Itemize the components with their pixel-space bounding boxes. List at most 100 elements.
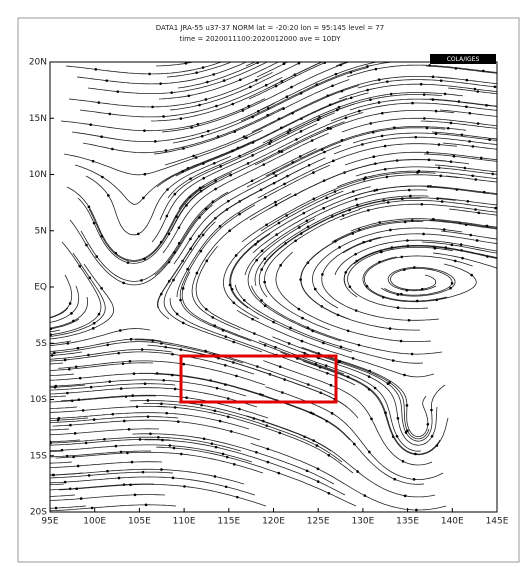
stream-arrow: [73, 432, 77, 435]
stream-arrow: [479, 156, 483, 160]
stream-arrow: [330, 412, 334, 415]
stream-arrow: [235, 374, 238, 378]
stream-arrow: [69, 423, 72, 427]
stream-arrow: [117, 476, 121, 480]
stream-arrow: [236, 495, 239, 499]
lat-label: 20S: [30, 508, 47, 518]
streamline: [50, 362, 64, 365]
stream-arrow: [241, 109, 245, 112]
stream-arrow: [354, 309, 358, 312]
streamline: [251, 76, 451, 133]
stream-arrow: [231, 102, 235, 106]
stream-arrow: [405, 288, 409, 292]
stream-arrow: [326, 126, 330, 130]
stream-arrow: [363, 494, 367, 497]
stream-arrow: [215, 104, 218, 108]
streamline: [251, 285, 443, 355]
streamline: [50, 395, 157, 403]
stream-arrow: [50, 327, 53, 331]
streamline: [263, 197, 456, 265]
stream-arrow: [410, 219, 414, 222]
stream-arrow: [316, 480, 320, 483]
stream-arrow: [367, 208, 370, 212]
stream-arrow: [91, 159, 95, 163]
streamline: [384, 268, 453, 296]
streamline: [421, 241, 497, 254]
streamline: [312, 227, 463, 309]
stream-arrow: [173, 251, 176, 254]
stream-arrow: [353, 442, 356, 446]
stream-arrow: [76, 464, 80, 468]
stream-arrow: [364, 176, 367, 179]
stream-arrow: [160, 468, 163, 471]
stream-arrow: [226, 397, 230, 400]
streamline: [50, 338, 162, 352]
stream-arrow: [142, 196, 145, 200]
stream-arrow: [395, 434, 399, 438]
stream-arrow: [388, 381, 391, 384]
streamline: [50, 504, 177, 512]
streamline: [254, 110, 455, 166]
stream-arrow: [436, 197, 439, 200]
stream-arrow: [280, 126, 283, 130]
stream-arrow: [179, 298, 182, 302]
stream-arrow: [140, 348, 144, 351]
stream-arrow: [474, 208, 477, 211]
stream-arrow: [326, 372, 329, 375]
stream-arrow: [449, 286, 452, 290]
stream-arrow: [122, 281, 125, 285]
streamline: [242, 388, 425, 485]
stream-arrow: [449, 121, 453, 125]
stream-arrow: [461, 256, 464, 260]
stream-arrow: [90, 506, 94, 510]
stream-arrow: [297, 307, 301, 311]
stream-arrow: [423, 117, 426, 120]
stream-arrow: [159, 82, 162, 85]
stream-arrow: [131, 394, 135, 397]
stream-arrow: [468, 111, 472, 115]
stream-arrow: [89, 123, 93, 126]
stream-arrow: [213, 475, 217, 478]
stream-arrow: [278, 365, 282, 368]
stream-arrow: [275, 233, 278, 236]
stream-arrow: [182, 362, 186, 366]
streamline: [50, 341, 244, 364]
stream-arrow: [149, 432, 152, 436]
streamline: [65, 62, 223, 75]
stream-arrow: [266, 447, 270, 451]
stream-arrow: [437, 166, 441, 170]
streamline: [161, 62, 351, 133]
stream-arrow: [400, 255, 404, 259]
stream-arrow: [315, 444, 319, 447]
stream-arrow: [214, 445, 218, 449]
stream-arrow: [202, 176, 206, 180]
stream-arrow: [54, 384, 58, 388]
stream-arrow: [100, 135, 103, 139]
stream-arrow: [223, 363, 227, 367]
streamline: [50, 483, 154, 491]
stream-arrow: [72, 455, 75, 459]
streamline: [50, 285, 80, 323]
stream-arrow: [159, 292, 163, 296]
stream-arrow: [312, 439, 315, 442]
streamline: [380, 266, 456, 297]
stream-arrow: [177, 226, 181, 229]
stream-arrow: [430, 435, 434, 438]
stream-arrow: [446, 126, 450, 130]
stream-arrow: [274, 345, 277, 349]
streamline: [244, 189, 428, 276]
stream-arrow: [327, 453, 331, 457]
streamlines: [50, 62, 497, 512]
streamline: [155, 62, 195, 67]
lon-label: 130E: [351, 517, 374, 527]
stream-arrow: [265, 223, 268, 227]
stream-arrow: [466, 199, 470, 203]
stream-arrow: [391, 359, 395, 362]
stream-arrow: [477, 211, 481, 215]
stream-arrow: [323, 150, 326, 154]
stream-arrow: [339, 345, 343, 349]
stream-arrow: [425, 126, 429, 130]
stream-arrow: [450, 282, 454, 285]
streamline: [264, 209, 361, 331]
stream-arrow: [160, 402, 163, 406]
